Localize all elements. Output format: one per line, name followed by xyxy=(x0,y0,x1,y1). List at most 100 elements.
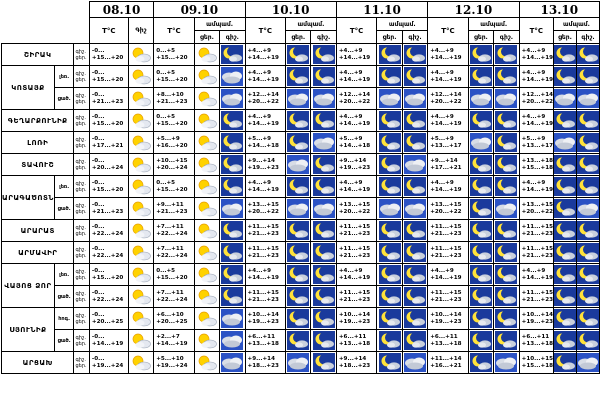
moon-cloud-icon xyxy=(495,67,518,86)
day-temp: +14...+19 xyxy=(430,186,462,193)
weather-icon-cell xyxy=(553,87,577,110)
day-label: ցեր. xyxy=(75,98,87,105)
table-row: ցած. գիշ. ցեր. -0... +21...+23 +9...+11 +21...… xyxy=(2,197,600,220)
cloudy-icon xyxy=(312,133,335,152)
night-temp: +4...+9 xyxy=(247,268,272,274)
day-temp: +19...+23 xyxy=(247,164,279,171)
day-temp: +20...+25 xyxy=(156,318,188,325)
night-temp: +4...+9 xyxy=(430,70,454,76)
weather-icon-cell xyxy=(467,87,495,110)
day-label: ցեր. xyxy=(75,54,87,61)
night-temp: +7...+11 xyxy=(156,246,184,252)
weather-icon-cell xyxy=(576,307,600,330)
night-temp: +13...+15 xyxy=(521,202,553,208)
day-temp: +17...+21 xyxy=(91,142,124,149)
weather-icon-cell xyxy=(553,109,577,132)
cloud-header: ամպամ. xyxy=(285,17,337,31)
temperature-cell: +4...+9 +14...+19 xyxy=(244,65,287,88)
moon-cloud-icon xyxy=(469,309,492,328)
weather-icon-cell xyxy=(576,263,600,286)
weather-icon-cell xyxy=(285,197,312,220)
temperature-cell: +4...+9 +14...+19 xyxy=(427,175,469,198)
sun-cloud-icon xyxy=(198,245,217,261)
weather-icon-cell xyxy=(193,197,221,220)
temperature-cell: +11...+15 +21...+23 xyxy=(335,285,378,308)
night-temp: +4...+9 xyxy=(338,70,363,76)
weather-icon-cell xyxy=(401,65,429,88)
night-temp: +10...+15 xyxy=(521,356,553,362)
weather-icon-cell xyxy=(493,307,520,330)
moon-cloud-icon xyxy=(378,243,401,262)
weather-icon-cell xyxy=(310,87,337,110)
weather-icon-cell xyxy=(467,329,495,352)
table-row: ցած. գիշ. ցեր. -0... +22...+24 +7...+11 +22...… xyxy=(2,285,600,308)
night-temp: 0...+5 xyxy=(156,268,176,274)
sun-cloud-icon xyxy=(132,333,151,349)
day-temp: +14...+19 xyxy=(430,120,462,127)
temperature-cell: +5...+9 +13...+17 xyxy=(427,131,469,154)
night-label: գիշ. xyxy=(75,246,87,253)
day-temp: +13...+17 xyxy=(521,142,553,149)
moon-cloud-icon xyxy=(554,177,576,196)
night-temp: +4...+9 xyxy=(521,48,546,54)
weather-icon-cell xyxy=(376,285,403,308)
weather-icon-cell xyxy=(285,175,312,198)
cloudy-icon xyxy=(287,155,310,174)
time-of-day-labels: գիշ. ցեր. xyxy=(73,43,90,66)
day-temp: +13...+18 xyxy=(247,340,279,347)
region-name: ԱՐՑԱԽ xyxy=(0,351,75,374)
night-temp: -0... xyxy=(91,246,105,252)
day-temp: +21...+23 xyxy=(156,208,188,215)
cloud-header: ամպամ. xyxy=(553,17,600,31)
temperature-cell: +11...+15 +21...+23 xyxy=(244,241,287,264)
night-temp: +5...+9 xyxy=(521,136,546,142)
day-label: ցեր. xyxy=(75,76,87,83)
weather-icon-cell xyxy=(553,307,577,330)
day-temp: +16...+21 xyxy=(430,362,462,369)
night-label: գիշ. xyxy=(75,312,87,319)
moon-cloud-icon xyxy=(221,221,244,240)
moon-cloud-icon xyxy=(312,111,335,130)
sun-cloud-icon xyxy=(132,245,151,261)
day-label: ցեր. xyxy=(75,142,87,149)
temperature-cell: +9...+14 +17...+21 xyxy=(427,153,469,176)
temperature-cell: +13...+15 +20...+22 xyxy=(335,197,378,220)
moon-cloud-icon xyxy=(312,177,335,196)
day-temp: +21...+23 xyxy=(430,230,462,237)
weather-icon-cell xyxy=(467,241,495,264)
moon-cloud-icon xyxy=(287,243,310,262)
night-temp: -0... xyxy=(91,356,105,362)
day-temp: +19...+23 xyxy=(247,318,279,325)
weather-icon-cell xyxy=(310,219,337,242)
moon-cloud-icon xyxy=(378,353,401,372)
weather-icon-cell xyxy=(219,65,246,88)
moon-cloud-icon xyxy=(312,45,335,64)
sun-cloud-icon xyxy=(198,355,217,371)
weather-icon-cell xyxy=(127,153,155,176)
weather-icon-cell xyxy=(127,307,155,330)
weather-icon-cell xyxy=(467,43,495,66)
night-label: գիշ. xyxy=(75,158,87,165)
weather-icon-cell xyxy=(127,65,155,88)
temperature-cell: +13...+15 +20...+22 xyxy=(244,197,287,220)
cloudy-icon xyxy=(577,89,599,108)
cloudy-icon xyxy=(403,155,426,174)
table-row: ՏԱՎՈՒՇ գիշ. ցեր. -0... +20...+24 +10...+15 +20… xyxy=(0,153,600,176)
sun-cloud-icon xyxy=(198,311,217,327)
temperature-cell: +5...+9 +16...+20 xyxy=(153,131,195,154)
cloud-night-header: գիշ. xyxy=(576,30,600,44)
weather-icon-cell xyxy=(219,263,246,286)
day-label: ցեր. xyxy=(75,318,87,325)
moon-cloud-icon xyxy=(312,221,335,240)
night-temp: -0... xyxy=(91,180,105,186)
weather-icon-cell xyxy=(285,87,312,110)
weather-icon-cell xyxy=(493,285,520,308)
weather-icon-cell xyxy=(127,109,155,132)
moon-cloud-icon xyxy=(495,287,518,306)
cloud-night-header: գիշ. xyxy=(401,30,429,44)
night-header: Գիշ xyxy=(127,17,155,44)
weather-icon-cell xyxy=(467,197,495,220)
day-label: ցեր. xyxy=(75,230,87,237)
weather-icon-cell xyxy=(493,263,520,286)
cloud-night-header: գիշ. xyxy=(493,30,520,44)
